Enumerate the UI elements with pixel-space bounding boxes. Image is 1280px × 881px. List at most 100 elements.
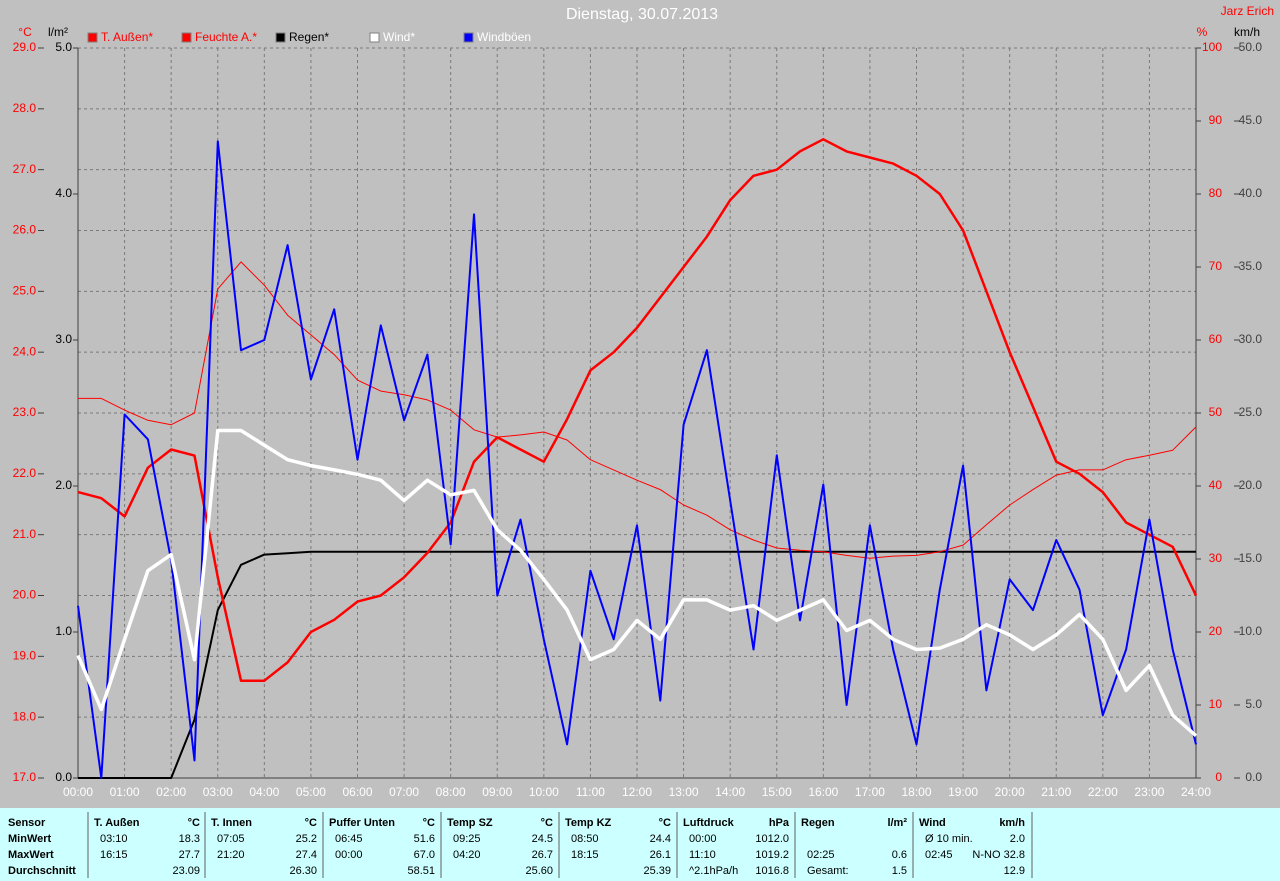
chart-title: Dienstag, 30.07.2013 — [566, 6, 718, 23]
y4-tick-label: 50.0 — [1239, 40, 1263, 54]
stat-value: 24.4 — [650, 833, 671, 845]
column-header: Luftdruck — [683, 817, 735, 829]
y3-tick-label: 5.0 — [55, 40, 72, 54]
author: Jarz Erich — [1221, 4, 1274, 18]
x-tick-label: 11:00 — [576, 785, 605, 799]
x-tick-label: 07:00 — [389, 785, 419, 799]
stat-time: 00:00 — [335, 849, 363, 861]
x-tick-label: 17:00 — [855, 785, 885, 799]
y2-tick-label: 70 — [1209, 259, 1223, 273]
y-tick-label: 23.0 — [13, 405, 37, 419]
stat-value: 18.3 — [179, 833, 200, 845]
column-unit: °C — [541, 817, 553, 829]
legend-swatch — [87, 32, 98, 43]
column-unit: °C — [305, 817, 317, 829]
x-tick-label: 21:00 — [1041, 785, 1071, 799]
stat-time: 09:25 — [453, 833, 481, 845]
stat-value: 27.4 — [296, 849, 317, 861]
y3-axis-unit: l/m² — [48, 25, 68, 39]
x-tick-label: 09:00 — [482, 785, 512, 799]
series-line — [76, 428, 1198, 738]
x-tick-label: 03:00 — [203, 785, 233, 799]
column-header: Wind — [919, 817, 946, 829]
column-unit: °C — [423, 817, 435, 829]
x-tick-label: 18:00 — [901, 785, 931, 799]
stat-value: 58.51 — [407, 865, 435, 877]
y4-tick-label: 15.0 — [1239, 551, 1263, 565]
y-tick-label: 19.0 — [13, 649, 37, 663]
row-label: Sensor — [8, 817, 46, 829]
y-axis-unit: °C — [18, 25, 32, 39]
y-tick-label: 21.0 — [13, 527, 37, 541]
row-label: MinWert — [8, 833, 52, 845]
x-tick-label: 10:00 — [529, 785, 559, 799]
column-header: T. Außen — [94, 817, 140, 829]
y4-tick-label: 30.0 — [1239, 332, 1263, 346]
stat-time: 00:00 — [689, 833, 717, 845]
stat-value: 27.7 — [179, 849, 200, 861]
column-header: Temp KZ — [565, 817, 612, 829]
legend-label: Feuchte A.* — [195, 30, 257, 44]
y2-axis-unit: % — [1197, 25, 1208, 39]
x-tick-label: 00:00 — [63, 785, 93, 799]
stats-panel — [0, 808, 1280, 881]
stat-value: 25.60 — [525, 865, 553, 877]
y-tick-label: 20.0 — [13, 588, 37, 602]
stat-value: 12.9 — [1004, 865, 1025, 877]
row-label: MaxWert — [8, 849, 54, 861]
y4-tick-label: 35.0 — [1239, 259, 1263, 273]
y-tick-label: 22.0 — [13, 466, 37, 480]
legend-label: T. Außen* — [101, 30, 153, 44]
y2-tick-label: 40 — [1209, 478, 1223, 492]
stat-time: ^2.1hPa/h — [689, 865, 738, 877]
stat-value: 26.30 — [289, 865, 317, 877]
x-tick-label: 14:00 — [715, 785, 745, 799]
y3-tick-label: 2.0 — [55, 478, 72, 492]
stat-value: 1.5 — [892, 865, 907, 877]
y3-tick-label: 4.0 — [55, 186, 72, 200]
y2-tick-label: 50 — [1209, 405, 1223, 419]
stat-time: 21:20 — [217, 849, 245, 861]
y-tick-label: 17.0 — [13, 770, 37, 784]
y2-tick-label: 10 — [1209, 697, 1223, 711]
stat-time: 07:05 — [217, 833, 245, 845]
y4-tick-label: 5.0 — [1245, 697, 1262, 711]
stat-time: Ø 10 min. — [925, 833, 973, 845]
stat-value: 25.2 — [296, 833, 317, 845]
x-tick-label: 23:00 — [1134, 785, 1164, 799]
y4-tick-label: 0.0 — [1245, 770, 1262, 784]
y-tick-label: 24.0 — [13, 344, 37, 358]
legend-label: Windböen — [477, 30, 531, 44]
stat-value: 1019.2 — [755, 849, 789, 861]
column-header: T. Innen — [211, 817, 252, 829]
column-header: Temp SZ — [447, 817, 493, 829]
x-tick-label: 19:00 — [948, 785, 978, 799]
y4-tick-label: 10.0 — [1239, 624, 1263, 638]
y-tick-label: 29.0 — [13, 40, 37, 54]
y3-tick-label: 0.0 — [55, 770, 72, 784]
y-tick-label: 26.0 — [13, 223, 37, 237]
stat-time: 06:45 — [335, 833, 363, 845]
series-line — [78, 261, 1197, 559]
stat-time: 02:25 — [807, 849, 835, 861]
column-unit: l/m² — [887, 817, 907, 829]
x-tick-label: 06:00 — [342, 785, 372, 799]
stat-value: 2.0 — [1010, 833, 1025, 845]
y3-tick-label: 1.0 — [55, 624, 72, 638]
x-tick-label: 02:00 — [156, 785, 186, 799]
x-tick-label: 08:00 — [436, 785, 466, 799]
legend-label: Regen* — [289, 30, 329, 44]
column-unit: °C — [188, 817, 200, 829]
legend-swatch — [369, 32, 380, 43]
legend-label: Wind* — [383, 30, 415, 44]
legend-swatch — [275, 32, 286, 43]
y2-tick-label: 60 — [1209, 332, 1223, 346]
stat-value: 25.39 — [643, 865, 671, 877]
y4-tick-label: 20.0 — [1239, 478, 1263, 492]
y2-tick-label: 20 — [1209, 624, 1223, 638]
stat-time: 04:20 — [453, 849, 481, 861]
y-tick-label: 27.0 — [13, 162, 37, 176]
y4-axis-unit: km/h — [1234, 25, 1260, 39]
stat-value: N-NO 32.8 — [972, 849, 1025, 861]
